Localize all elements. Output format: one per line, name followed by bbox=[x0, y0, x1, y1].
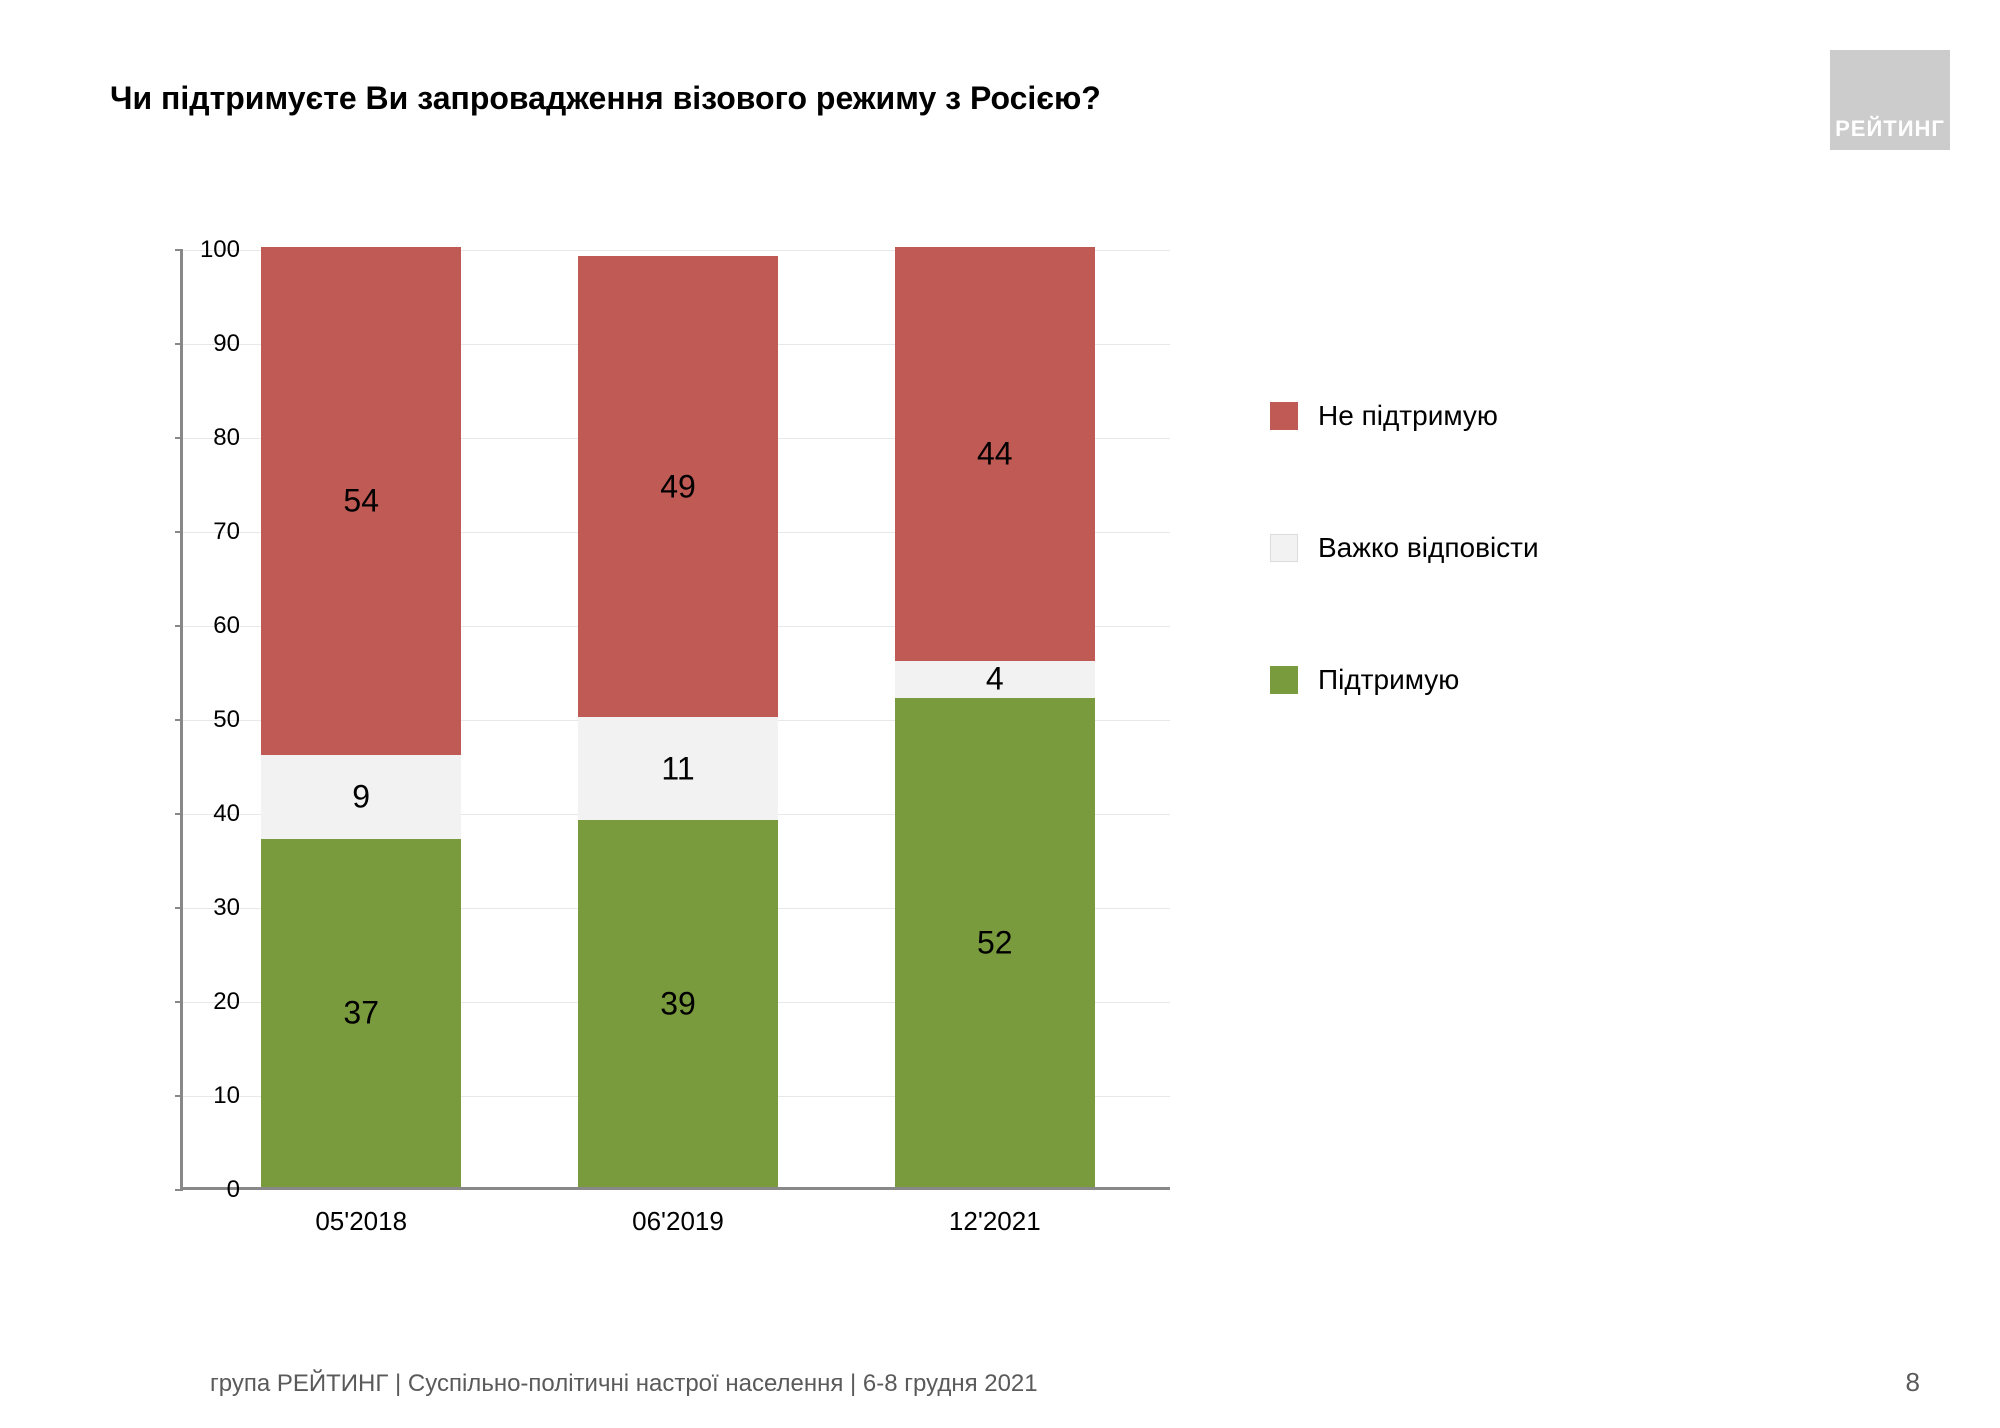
bar-value-label: 37 bbox=[261, 995, 461, 1032]
y-axis-label: 50 bbox=[180, 706, 240, 734]
legend: Не підтримую Важко відповісти Підтримую bbox=[1270, 400, 1670, 796]
legend-item-support: Підтримую bbox=[1270, 664, 1670, 696]
y-axis-label: 90 bbox=[180, 330, 240, 358]
bar-group: 37 9 54 bbox=[261, 247, 461, 1187]
y-axis-label: 100 bbox=[180, 236, 240, 264]
bar-group: 52444 bbox=[895, 247, 1095, 1187]
y-axis-label: 10 bbox=[180, 1082, 240, 1110]
slide: Чи підтримуєте Ви запровадження візового… bbox=[50, 50, 1950, 1398]
legend-swatch bbox=[1270, 402, 1298, 430]
bar-value-label: 9 bbox=[261, 778, 461, 815]
y-axis-label: 80 bbox=[180, 424, 240, 452]
page-number: 8 bbox=[1906, 1367, 1920, 1398]
bar-group: 39 11 49 bbox=[578, 247, 778, 1187]
x-axis-label: 06'2019 bbox=[632, 1206, 724, 1237]
bar-value-label: 52 bbox=[895, 924, 1095, 961]
bar-value-label: 49 bbox=[578, 468, 778, 505]
legend-label: Підтримую bbox=[1318, 664, 1459, 696]
x-axis-label: 05'2018 bbox=[315, 1206, 407, 1237]
y-axis-label: 60 bbox=[180, 612, 240, 640]
bar-value-label: 11 bbox=[578, 750, 778, 787]
legend-item-hard: Важко відповісти bbox=[1270, 532, 1670, 564]
legend-item-against: Не підтримую bbox=[1270, 400, 1670, 432]
bar-value-label: 39 bbox=[578, 985, 778, 1022]
y-axis-label: 30 bbox=[180, 894, 240, 922]
footer-text: група РЕЙТИНГ | Суспільно-політичні наст… bbox=[210, 1370, 1038, 1398]
bar-value-label: 4 bbox=[895, 661, 1095, 698]
chart-title: Чи підтримуєте Ви запровадження візового… bbox=[110, 80, 1101, 117]
legend-label: Важко відповісти bbox=[1318, 532, 1539, 564]
bar-value-label: 44 bbox=[895, 435, 1095, 472]
brand-logo: РЕЙТИНГ bbox=[1830, 50, 1950, 150]
y-axis-label: 0 bbox=[180, 1176, 240, 1204]
chart: 01020304050607080901003795405'2018391149… bbox=[110, 250, 1170, 1250]
y-axis-label: 20 bbox=[180, 988, 240, 1016]
y-axis-label: 40 bbox=[180, 800, 240, 828]
brand-logo-text: РЕЙТИНГ bbox=[1835, 116, 1945, 142]
y-axis-label: 70 bbox=[180, 518, 240, 546]
plot-area: 01020304050607080901003795405'2018391149… bbox=[180, 250, 1170, 1190]
legend-label: Не підтримую bbox=[1318, 400, 1498, 432]
legend-swatch bbox=[1270, 534, 1298, 562]
bar-value-label: 54 bbox=[261, 482, 461, 519]
legend-swatch bbox=[1270, 666, 1298, 694]
x-axis-label: 12'2021 bbox=[949, 1206, 1041, 1237]
